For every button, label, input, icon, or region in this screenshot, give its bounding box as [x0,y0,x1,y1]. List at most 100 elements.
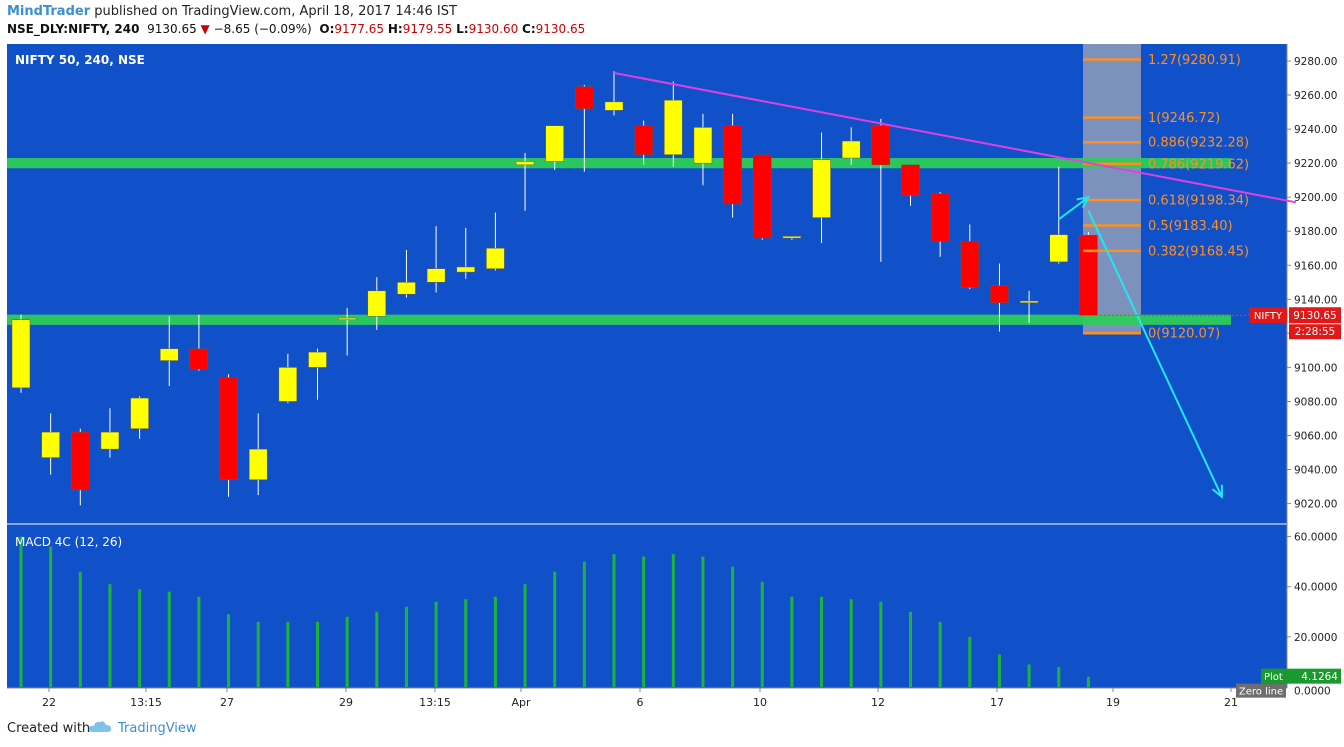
macd-bar [760,581,764,687]
candle-body [397,282,416,295]
price-change: −8.65 (−0.09%) [213,22,312,36]
fib-label: 1.27(9280.91) [1148,53,1241,68]
macd-bar [612,554,616,687]
macd-value-tag [1261,668,1341,684]
close-value: 9130.65 [535,22,586,36]
macd-pane[interactable] [7,524,1287,688]
author-link[interactable]: MindTrader [7,4,91,19]
macd-plot-value: 4.1264 [1301,671,1338,683]
fib-label: 0.786(9219.62) [1148,157,1249,172]
time-tick-label: 21 [1224,696,1238,709]
macd-bar [464,599,468,687]
symbol-tag [1249,307,1287,324]
macd-bar [197,596,201,687]
candle-body [871,125,891,166]
zero-line-label: Zero line [1239,687,1283,698]
price-tick-label: 9060.00 [1294,430,1337,442]
candlesticks [11,71,1098,506]
trendline[interactable] [613,71,1297,204]
zero-line-value: 0.0000 [1294,686,1331,698]
candle-body [367,290,387,317]
support-zone-1 [7,158,1231,169]
candle-body [189,348,209,370]
high-value: 9179.55 [402,22,453,36]
macd-tick-label: 20.0000 [1294,632,1337,644]
candle-body [1079,234,1098,316]
macd-bar [879,601,883,687]
macd-bar [493,596,497,687]
price-tick-label: 9100.00 [1294,362,1337,374]
publication-line: MindTrader published on TradingView.com,… [7,4,457,19]
price-tick-label: 9020.00 [1294,499,1337,511]
price-tick-label: 9080.00 [1294,396,1337,408]
price-tick-label: 9180.00 [1294,226,1337,238]
macd-bar [286,621,290,687]
time-tick-label: 12 [871,696,885,709]
low-label: L: [456,22,469,36]
fibonacci-levels: 1.27(9280.91) 1(9246.72) 0.886(9232.28) 0.7… [1083,53,1249,342]
candle-body [841,140,861,159]
candle-body [130,397,149,429]
chart-header: MindTrader published on TradingView.com,… [0,0,1344,44]
price-tick-label: 9160.00 [1294,260,1337,272]
countdown-tag [1289,324,1341,340]
macd-bar [138,589,142,687]
candle-body [723,125,742,205]
candle-body [160,348,179,361]
macd-bar [1027,664,1031,687]
fib-label: 0.886(9232.28) [1148,136,1249,151]
price-tick-label: 9220.00 [1294,158,1337,170]
macd-bar [256,621,260,687]
price-tag-value: 9130.65 [1293,310,1336,322]
open-value: 9177.65 [334,22,385,36]
time-tick-label: 19 [1106,696,1120,709]
macd-bar [553,571,557,687]
zero-line-tag [1236,683,1286,698]
time-tick-label: 6 [637,696,644,709]
fib-label: 0.5(9183.40) [1148,219,1233,234]
projection-arrows[interactable] [1058,195,1223,499]
tradingview-cloud-icon [88,721,112,732]
time-tick-label: 13:15 [419,696,451,709]
last-price: 9130.65 [147,22,197,36]
fib-label: 0(9120.07) [1148,327,1220,342]
support-zones [7,158,1231,325]
candle-body [901,164,920,196]
tradingview-brand-link[interactable]: TradingView [118,721,197,736]
fib-label: 1(9246.72) [1148,111,1220,126]
footer: Created with TradingView [0,713,1344,747]
macd-bar [909,611,912,687]
arrow-head-icon [1076,195,1091,209]
macd-bar [434,601,438,687]
symbol-tag-label: NIFTY [1254,311,1283,322]
open-label: O: [319,22,335,36]
macd-bar [1057,666,1061,687]
candle-body [219,377,238,480]
candle-body [634,125,653,155]
macd-bar [49,546,53,687]
macd-title: MACD 4C (12, 26) [15,535,122,549]
macd-bar [849,599,853,687]
macd-plot-label: Plot [1264,672,1283,683]
arrow-shaft-2 [1087,210,1223,498]
macd-bar [968,636,972,687]
price-axis-ticks: 9280.00 9260.00 9240.00 9220.00 9200.00 9180.… [1287,56,1337,511]
candle-body [100,431,120,450]
macd-bar [938,621,942,687]
macd-bar [701,556,705,687]
time-tick-label: 22 [42,696,56,709]
fib-label: 0.382(9168.45) [1148,244,1249,259]
candle-body [990,285,1009,303]
chart-area[interactable]: 1.27(9280.91) 1(9246.72) 0.886(9232.28) 0.7… [0,44,1344,713]
resistance-trendline [613,71,1297,204]
price-tags: NIFTY 9130.65 2:28:55 Plot 4.1264 Zero line 0.… [1096,307,1341,698]
price-tick-label: 9200.00 [1294,192,1337,204]
macd-bar [1086,676,1090,687]
symbol-label[interactable]: NSE_DLY:NIFTY, 240 [7,22,140,36]
macd-bar [671,554,675,687]
ohlc-line: NSE_DLY:NIFTY, 240 9130.65 ▼ −8.65 (−0.0… [7,22,585,36]
macd-bar [19,536,23,687]
arrow-head-icon [1211,484,1223,499]
price-axis[interactable] [1287,44,1344,688]
high-label: H: [387,22,403,36]
